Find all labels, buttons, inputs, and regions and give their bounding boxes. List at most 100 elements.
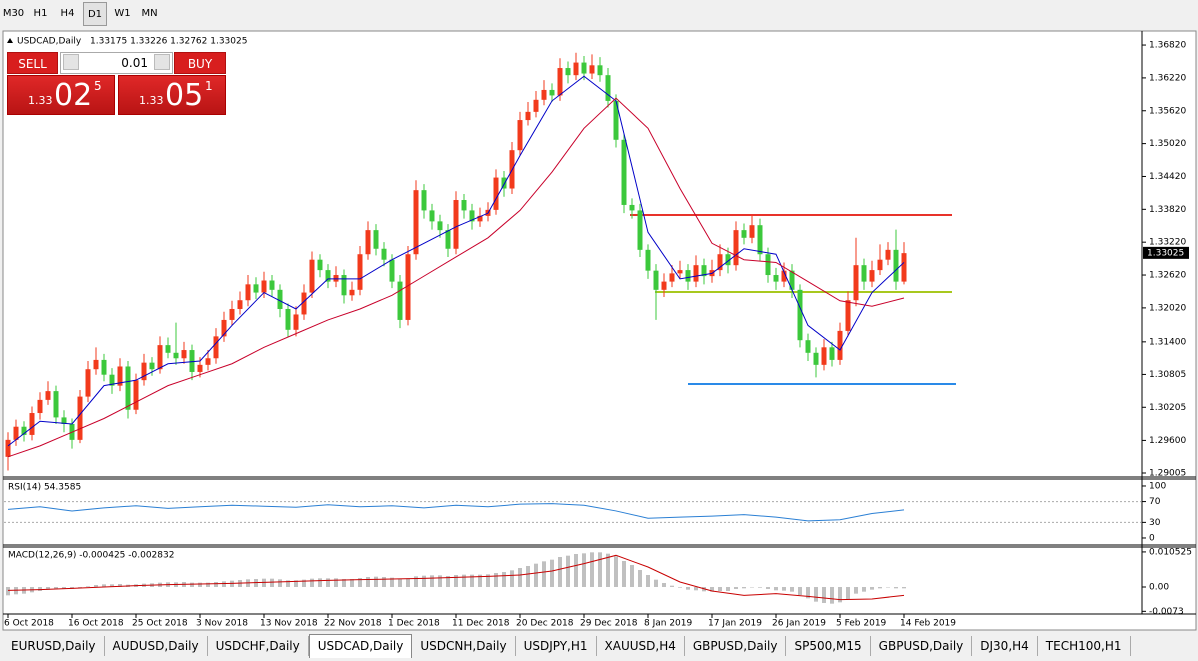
- candle-body: [773, 275, 779, 282]
- candle-body: [381, 248, 387, 260]
- chart-ohlc: 1.33175 1.33226 1.32762 1.33025: [90, 37, 247, 47]
- chart-tabs: EURUSD,Daily AUDUSD,Daily USDCHF,Daily USDC…: [3, 634, 1131, 658]
- y-tick-label: 0.00: [1149, 583, 1169, 593]
- macd-bar: [662, 583, 666, 587]
- chart-tab[interactable]: USDCAD,Daily: [308, 634, 413, 658]
- candle-body: [653, 270, 659, 290]
- macd-bar: [86, 586, 90, 587]
- one-click-trading: SELL 0.01 BUY 1.33 02 5 1.33 05 1: [7, 52, 226, 115]
- sell-button[interactable]: SELL: [7, 52, 58, 74]
- macd-bar: [630, 565, 634, 587]
- macd-bar: [846, 587, 850, 599]
- candle-body: [189, 350, 195, 372]
- y-tick-label: 1.32020: [1149, 303, 1186, 313]
- x-tick-label: 8 Jan 2019: [644, 619, 692, 629]
- chart-tab[interactable]: USDJPY,H1: [516, 636, 597, 656]
- candle-body: [469, 210, 475, 222]
- candle-body: [789, 270, 795, 290]
- timeframe-button[interactable]: H4: [60, 8, 75, 19]
- macd-bar: [102, 584, 106, 587]
- y-tick-label: -0.0073: [1149, 607, 1184, 617]
- x-tick-label: 26 Jan 2019: [772, 619, 826, 629]
- macd-bar: [318, 578, 322, 587]
- macd-bar: [670, 585, 674, 587]
- candle-body: [21, 426, 27, 435]
- macd-bar: [822, 587, 826, 603]
- candle-body: [621, 139, 627, 205]
- lot-up[interactable]: [154, 54, 170, 70]
- chart-tab[interactable]: XAUUSD,H4: [597, 636, 685, 656]
- candle-body: [629, 204, 635, 211]
- chart-tab[interactable]: TECH100,H1: [1038, 636, 1131, 656]
- timeframe-button[interactable]: W1: [114, 8, 131, 19]
- buy-button[interactable]: BUY: [174, 52, 226, 74]
- candle-body: [461, 200, 467, 211]
- macd-bar: [366, 577, 370, 587]
- macd-bar: [862, 587, 866, 592]
- timeframe-button[interactable]: MN: [141, 8, 158, 19]
- x-tick-label: 25 Oct 2018: [132, 619, 188, 629]
- macd-bar: [494, 573, 498, 587]
- chart-tab[interactable]: USDCHF,Daily: [208, 636, 309, 656]
- macd-bar: [326, 578, 330, 587]
- x-tick-label: 6 Oct 2018: [4, 619, 54, 629]
- candle-body: [573, 62, 579, 76]
- x-tick-label: 20 Dec 2018: [516, 619, 574, 629]
- y-tick-label: 100: [1149, 481, 1166, 491]
- candle-body: [477, 215, 483, 222]
- ask-price[interactable]: 1.33 05 1: [118, 75, 226, 115]
- chart-tab[interactable]: DJ30,H4: [972, 636, 1038, 656]
- ask-pips: 05: [165, 78, 204, 113]
- timeframe-button[interactable]: M30: [2, 8, 25, 19]
- macd-bar: [302, 579, 306, 587]
- y-tick-label: 1.36220: [1149, 73, 1186, 83]
- y-tick-label: 1.30805: [1149, 370, 1186, 380]
- candle-body: [637, 210, 643, 250]
- candle-body: [45, 391, 51, 400]
- chart-tab[interactable]: GBPUSD,Daily: [685, 636, 787, 656]
- candle-body: [397, 281, 403, 320]
- candle-body: [309, 259, 315, 293]
- macd-bar: [606, 553, 610, 587]
- chart-tab[interactable]: USDCNH,Daily: [412, 636, 516, 656]
- candle-body: [29, 413, 35, 435]
- y-tick-label: 1.32620: [1149, 271, 1186, 281]
- timeframe-button[interactable]: D1: [83, 2, 107, 26]
- timeframe-button[interactable]: H1: [33, 8, 48, 19]
- candle-body: [149, 362, 155, 370]
- macd-bar: [518, 568, 522, 587]
- candle-body: [645, 249, 651, 271]
- macd-bar: [422, 575, 426, 587]
- lot-input[interactable]: 0.01: [60, 52, 173, 74]
- chart-tab[interactable]: AUDUSD,Daily: [105, 636, 208, 656]
- chart-tab[interactable]: EURUSD,Daily: [3, 636, 105, 656]
- candle-body: [741, 230, 747, 238]
- candle-body: [829, 347, 835, 360]
- macd-bar: [510, 570, 514, 587]
- macd-bar: [478, 574, 482, 587]
- chart-tab[interactable]: GBPUSD,Daily: [871, 636, 973, 656]
- macd-bar: [534, 563, 538, 587]
- macd-bar: [742, 587, 746, 589]
- collapse-icon[interactable]: [7, 38, 13, 43]
- lot-down[interactable]: [63, 54, 79, 70]
- y-tick-label: 1.29600: [1149, 436, 1186, 446]
- candle-body: [173, 352, 179, 359]
- bid-price[interactable]: 1.33 02 5: [7, 75, 115, 115]
- macd-bar: [294, 580, 298, 587]
- candle-body: [421, 190, 427, 211]
- x-tick-label: 5 Feb 2019: [836, 619, 887, 629]
- chart-tab[interactable]: SP500,M15: [786, 636, 871, 656]
- candle-body: [405, 254, 411, 320]
- macd-bar: [110, 584, 114, 587]
- macd-bar: [718, 587, 722, 591]
- candle-body: [693, 265, 699, 282]
- candle-body: [277, 289, 283, 309]
- macd-bar: [598, 552, 602, 587]
- macd-bar: [382, 577, 386, 587]
- candle-body: [701, 265, 707, 277]
- candle-body: [669, 273, 675, 282]
- candle-body: [165, 345, 171, 353]
- macd-bar: [198, 582, 202, 587]
- y-tick-label: 0.010525: [1149, 547, 1192, 557]
